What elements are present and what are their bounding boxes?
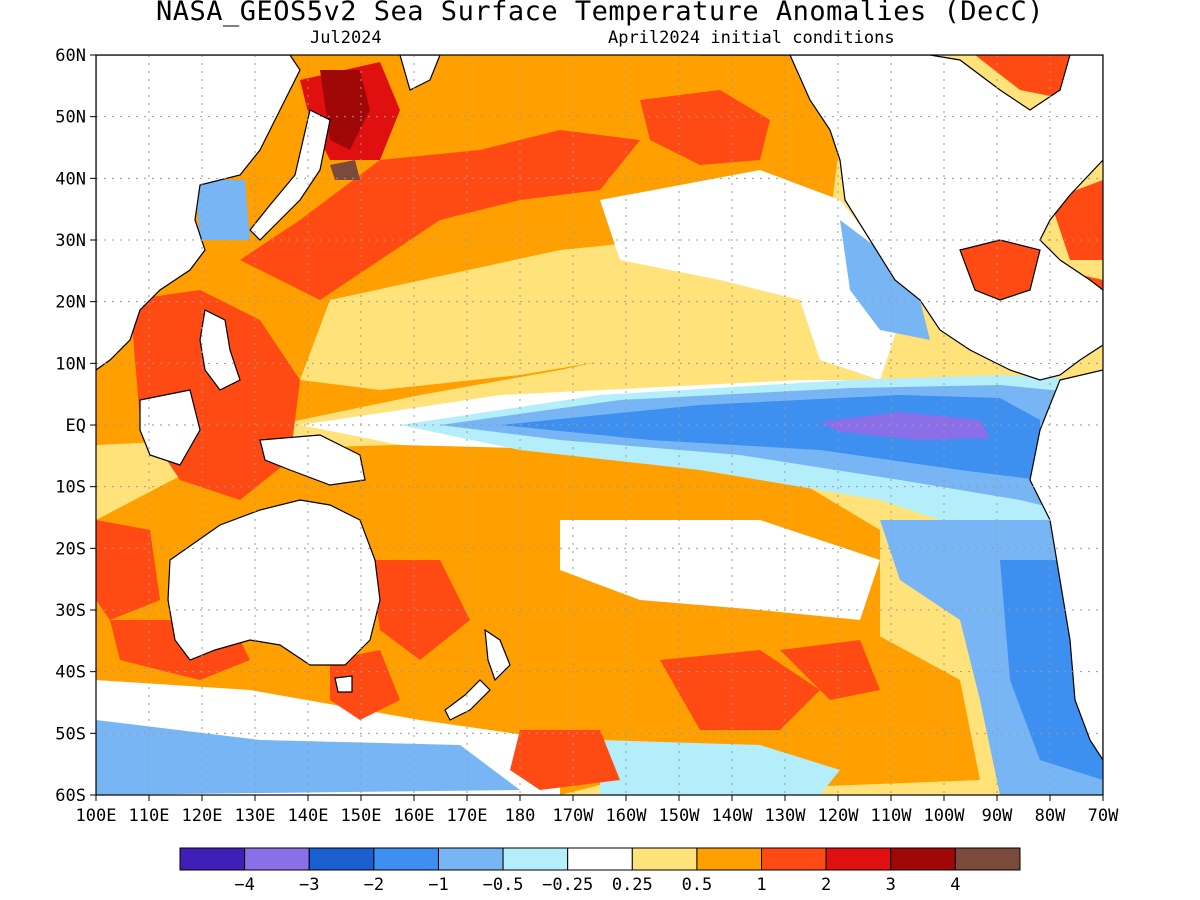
lon-tick-label: 100W [924, 806, 966, 826]
colorbar-label: 3 [886, 875, 896, 895]
longitude-axis: 100E 110E 120E 130E 140E 150E 160E 170E 180 170W 1… [76, 795, 1119, 826]
lon-tick-label: 80W [1035, 806, 1066, 826]
cold-tongue-core [820, 412, 990, 440]
colorbar-swatch [179, 847, 246, 871]
lat-tick-label: 10S [55, 478, 86, 498]
colorbar-label: −4 [234, 875, 254, 895]
colorbar-label: 4 [950, 875, 960, 895]
asia-landmass [96, 55, 301, 371]
gridlines [96, 55, 1103, 795]
w-indian-red [96, 520, 160, 620]
colorbar-label: 1 [756, 875, 766, 895]
lon-tick-label: 130W [765, 806, 807, 826]
lat-tick-label: 60S [55, 786, 86, 806]
colorbar-label: 2 [821, 875, 831, 895]
lat-tick-label: EQ [66, 416, 86, 436]
tasmania-landmass [334, 675, 353, 693]
colorbar-label: −2 [364, 875, 384, 895]
s-pacific-red-3 [780, 640, 880, 700]
tasman-red [330, 650, 400, 720]
lat-tick-label: 40N [55, 169, 86, 189]
s-pacific-red-1 [660, 650, 820, 730]
kamchatka-landmass [399, 55, 441, 91]
borneo-landmass [139, 389, 201, 466]
lon-tick-label: 160W [606, 806, 648, 826]
lon-tick-label: 150E [341, 806, 382, 826]
colorbar-swatch [825, 847, 892, 871]
okhotsk-brown [330, 160, 360, 180]
lon-tick-label: 130E [235, 806, 276, 826]
colorbar-label: −0.5 [483, 875, 524, 895]
lat-tick-label: 10N [55, 354, 86, 374]
colorbar-swatch [761, 847, 827, 871]
colorbar-swatch [308, 847, 375, 871]
lon-tick-label: 180 [505, 806, 536, 826]
lat-tick-label: 20N [55, 293, 86, 313]
s-neutral-patches [560, 520, 880, 620]
ne-pacific-red [640, 90, 770, 165]
lon-tick-label: 70W [1088, 806, 1119, 826]
lat-tick-label: 50S [55, 724, 86, 744]
lon-tick-label: 120W [818, 806, 860, 826]
lon-tick-label: 100E [76, 806, 117, 826]
lat-tick-label: 50N [55, 108, 86, 128]
colorbar: −4 −3 −2 −1 −0.5 −0.25 0.25 0.5 1 2 3 4 [179, 847, 1021, 895]
new-guinea-landmass [259, 434, 366, 486]
lon-tick-label: 110W [871, 806, 913, 826]
new-zealand-south-landmass [444, 679, 491, 721]
colorbar-swatch [567, 847, 633, 871]
colorbar-swatch [244, 847, 310, 871]
new-zealand-north-landmass [484, 628, 511, 682]
colorbar-swatch [890, 847, 956, 871]
s-pacific-red-2 [510, 730, 620, 790]
australia-landmass [167, 499, 381, 666]
colorbar-swatch [502, 847, 569, 871]
lat-tick-label: 20S [55, 539, 86, 559]
philippines-landmass [199, 309, 241, 391]
kuroshio-red [240, 130, 640, 300]
lat-tick-label: 60N [55, 46, 86, 66]
lon-tick-label: 110E [129, 806, 170, 826]
chart-title: NASA_GEOS5v2 Sea Surface Temperature Ano… [155, 0, 1045, 27]
lon-tick-label: 150W [659, 806, 701, 826]
initial-conditions-label: April2024 initial conditions [608, 28, 895, 48]
colorbar-swatch [373, 847, 439, 871]
southern-cool-2 [600, 740, 840, 795]
latitude-axis: 60N 50N 40N 30N 20N 10N EQ 10S 20S 30S 40S 50S 60S [55, 46, 96, 806]
anomaly-field [96, 55, 1103, 795]
colorbar-swatch [437, 847, 504, 871]
colorbar-label: 0.5 [682, 875, 713, 895]
lon-tick-label: 160E [394, 806, 435, 826]
colorbar-swatch [696, 847, 763, 871]
japan-landmass [249, 109, 331, 241]
california-cool [840, 220, 930, 340]
lon-tick-label: 90W [982, 806, 1013, 826]
lon-tick-label: 140W [712, 806, 754, 826]
colorbar-label: −1 [428, 875, 448, 895]
colorbar-swatch [954, 847, 1021, 871]
colorbar-label: −3 [299, 875, 319, 895]
lat-tick-label: 30S [55, 601, 86, 621]
aus-east-red [370, 560, 470, 660]
colorbar-label: −0.25 [542, 875, 593, 895]
n-atlantic-red [975, 55, 1070, 100]
forecast-month-label: Jul2024 [310, 28, 382, 48]
lon-tick-label: 170E [447, 806, 488, 826]
south-america-landmass [1029, 369, 1103, 762]
okhotsk-darkred [320, 70, 370, 150]
land [96, 55, 1103, 762]
lon-tick-label: 140E [288, 806, 329, 826]
sea-of-japan-lightblue [195, 180, 250, 240]
ne-pacific-neutral [600, 170, 900, 380]
lon-tick-label: 120E [182, 806, 223, 826]
colorbar-label: 0.25 [612, 875, 653, 895]
colorbar-swatch [631, 847, 698, 871]
lat-tick-label: 40S [55, 663, 86, 683]
lon-tick-label: 170W [553, 806, 595, 826]
lat-tick-label: 30N [55, 231, 86, 251]
